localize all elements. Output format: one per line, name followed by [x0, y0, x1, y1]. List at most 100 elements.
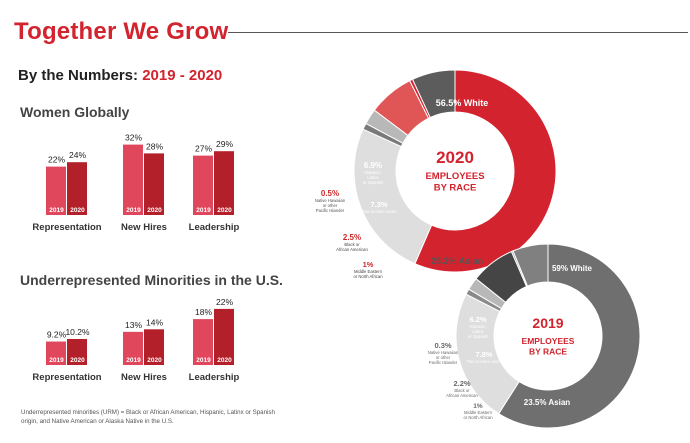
bar-2020-new-hires [144, 153, 164, 215]
bar-value-label: 24% [69, 150, 86, 160]
donut-slice-value: 0.3% [434, 341, 451, 350]
donut-slice-name: or other [323, 203, 338, 208]
donut-slice-value: 7.8% [475, 350, 492, 359]
category-label: New Hires [121, 222, 167, 233]
donut-slice-asian [353, 128, 433, 265]
donut-slice-name: Black or [454, 388, 470, 393]
bar-year-label: 2020 [217, 207, 232, 214]
donut-slice-name: Latinx [367, 175, 379, 180]
bar-2020-representation [67, 162, 87, 215]
donut-slice-name: Latinx [472, 329, 484, 334]
donut-slice-value: 2.2% [453, 379, 470, 388]
donut-center-label: BY RACE [529, 347, 567, 357]
bar-year-label: 2020 [147, 357, 162, 364]
bar-value-label: 28% [146, 141, 163, 151]
donut-slice-value: 6.2% [469, 315, 486, 324]
donut-center-label: EMPLOYEES [425, 171, 484, 182]
bar-value-label: 29% [216, 139, 233, 149]
donut-slice-hispanic-latinx-or-spanish [411, 69, 456, 119]
bar-value-label: 27% [195, 144, 212, 154]
donut-slice-name: or North African [353, 274, 383, 279]
bar-2019-leadership [193, 155, 213, 215]
urm-section-title: Underrepresented Minorities in the U.S. [20, 272, 283, 288]
donut-slice-name: or other [436, 355, 451, 360]
bar-value-label: 10.2% [65, 327, 90, 337]
donut-slice-value: 1% [363, 260, 374, 269]
donut-slice-value: 6.9% [364, 161, 382, 170]
bar-2019-representation [46, 166, 66, 215]
bar-value-label: 22% [216, 297, 233, 307]
donut-center-year: 2019 [532, 315, 563, 331]
bar-value-label: 32% [125, 133, 142, 143]
women-section-title: Women Globally [20, 104, 130, 120]
bar-year-label: 2019 [49, 357, 64, 364]
donut-slice-value: 23.5% Asian [524, 398, 571, 407]
donut-slice-name: Middle Eastern [464, 410, 493, 415]
donut-center-year: 2020 [436, 148, 474, 167]
bar-year-label: 2020 [70, 207, 85, 214]
bar-year-label: 2019 [196, 207, 211, 214]
bar-value-label: 9.2% [47, 330, 67, 340]
donut-slice-value: 56.5% White [436, 98, 489, 108]
donut-slice-value: 25.3% Asian [431, 256, 483, 266]
category-label: Leadership [189, 372, 240, 383]
donut-slice-hispanic-latinx-or-spanish [512, 243, 549, 287]
bar-year-label: 2019 [196, 357, 211, 364]
donut-slice-name: African American [446, 393, 478, 398]
donut-slice-name: Pacific Islander [429, 360, 458, 365]
donut-slice-value: 0.5% [321, 189, 339, 198]
page-title: Together We Grow [14, 18, 229, 45]
category-label: Representation [32, 372, 101, 383]
donut-slice-name: or Spanish [363, 180, 384, 185]
category-label: Representation [32, 222, 101, 233]
subtitle: By the Numbers: 2019 - 2020 [18, 67, 222, 84]
bar-value-label: 18% [195, 307, 212, 317]
donut-slice-name: Pacific Islander [316, 208, 345, 213]
donut-slice-name: Two or more races [467, 359, 502, 364]
donut-slice-white [414, 69, 557, 273]
bar-value-label: 13% [125, 320, 142, 330]
bar-year-label: 2019 [126, 207, 141, 214]
subtitle-years: 2019 - 2020 [142, 67, 223, 84]
donut-slice-value: 7.3% [370, 200, 387, 209]
donut-slice-name: Middle Eastern [354, 269, 383, 274]
donut-slice-value: 1% [473, 403, 483, 410]
bar-2019-new-hires [123, 144, 143, 215]
bar-2019-new-hires [123, 331, 143, 365]
subtitle-prefix: By the Numbers: [18, 67, 143, 84]
donut-slice-name: Native Hawaiian [428, 350, 459, 355]
bar-value-label: 14% [146, 317, 163, 327]
donut-center-label: BY RACE [434, 183, 477, 194]
bar-2020-new-hires [144, 329, 164, 365]
bar-value-label: 22% [48, 155, 65, 165]
donut-slice-white [498, 243, 641, 429]
footnote: Underrepresented minorities (URM) = Blac… [21, 409, 275, 425]
bar-year-label: 2020 [147, 207, 162, 214]
donut-slice-name: Hispanic, [364, 170, 381, 175]
bar-2019-leadership [193, 319, 213, 365]
bar-year-label: 2019 [126, 357, 141, 364]
donut-slice-name: Native Hawaiian [315, 198, 346, 203]
donut-slice-name: African American [336, 247, 368, 252]
category-label: Leadership [189, 222, 240, 233]
category-label: New Hires [121, 372, 167, 383]
donut-slice-value: 59% White [552, 264, 593, 273]
donut-slice-name: Black or [344, 242, 360, 247]
donut-slice-name: Hispanic, [469, 324, 486, 329]
bar-year-label: 2020 [70, 357, 85, 364]
bar-2019-representation [46, 341, 66, 365]
donut-slice-name: or North African [463, 415, 493, 420]
bar-2020-leadership [214, 308, 234, 365]
bar-year-label: 2020 [217, 357, 232, 364]
bar-2020-representation [67, 338, 87, 365]
donut-slice-name: or Spanish [468, 334, 489, 339]
bar-year-label: 2019 [49, 207, 64, 214]
title-divider [228, 32, 688, 33]
donut-slice-name: Two or more races [362, 209, 397, 214]
donut-center-label: EMPLOYEES [522, 336, 575, 346]
donut-slice-value: 2.5% [343, 233, 361, 242]
